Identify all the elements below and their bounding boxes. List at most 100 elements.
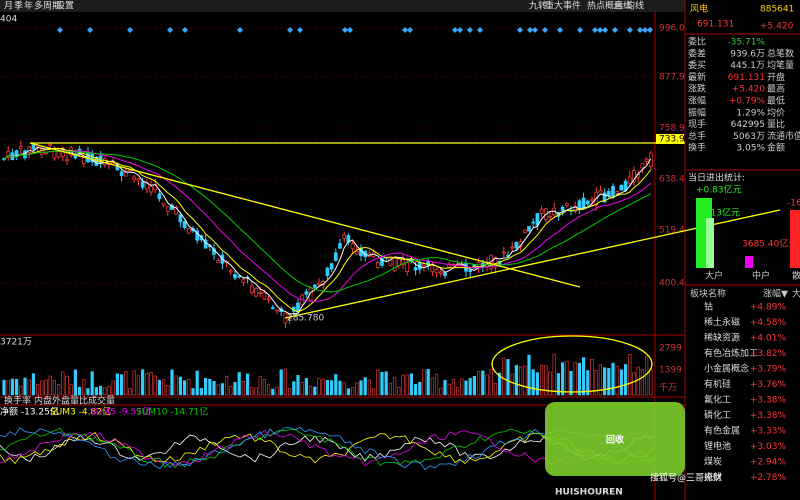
sector-name[interactable]: 稀缺资源	[704, 332, 740, 344]
indicator-tab[interactable]: 量比成交量	[70, 395, 115, 407]
trend-line	[29, 142, 581, 288]
toolbar-button[interactable]: 画线	[614, 0, 632, 12]
volume-bar	[481, 370, 485, 396]
volume-bar	[569, 371, 573, 396]
sector-name[interactable]: 有色金属	[704, 425, 740, 437]
plot	[0, 27, 685, 471]
toolbar-button[interactable]: 多周期	[34, 0, 61, 12]
sector-name[interactable]: 钴	[704, 301, 713, 313]
indicator-tab[interactable]: 内盘	[34, 395, 52, 407]
volume-bar	[27, 379, 31, 396]
sector-name[interactable]: 光伏	[704, 471, 722, 483]
candle-body	[317, 282, 321, 286]
volume-bar	[615, 366, 619, 396]
volume-bar	[523, 365, 527, 396]
sector-name[interactable]: 磷化工	[704, 409, 731, 421]
volume-bar	[254, 387, 258, 396]
toolbar-button[interactable]: 月	[4, 1, 13, 12]
candle-body	[354, 251, 359, 255]
candle-body	[493, 256, 498, 268]
quote-label: 振幅	[688, 106, 706, 118]
toolbar-button[interactable]: 九转	[529, 0, 547, 12]
candle-body	[140, 181, 145, 188]
candle-body	[241, 279, 246, 283]
volume-bar	[573, 362, 577, 396]
volume-bar	[111, 380, 115, 396]
toolbar-button[interactable]: 设置	[56, 1, 74, 12]
sector-change: +4.89%	[750, 303, 787, 313]
candle-body	[312, 284, 317, 288]
sector-name[interactable]: 锂电池	[704, 440, 731, 452]
volume-bar	[371, 388, 376, 396]
volume-bar	[460, 378, 464, 396]
flow-label: 3685.40亿元	[742, 238, 797, 250]
candle-body	[380, 258, 384, 266]
volume-bar	[73, 369, 77, 396]
event-marker	[407, 27, 413, 33]
quote-label: 量比	[767, 118, 785, 130]
indicator-tab[interactable]: 换手率	[4, 395, 31, 407]
candle-body	[585, 200, 590, 205]
volume-bar	[82, 379, 86, 396]
indicator-label: SUM3 -4.82亿	[50, 406, 111, 418]
toolbar-button[interactable]: 重大事件	[545, 0, 581, 12]
sector-name[interactable]: 有机硅	[704, 378, 731, 390]
flow-group: 大户	[705, 270, 723, 282]
toolbar-button[interactable]: 热点概念	[587, 0, 623, 12]
volume-bar	[418, 381, 422, 396]
sector-name[interactable]: 稀土永磁	[704, 316, 740, 328]
quote-label: 最新	[688, 71, 706, 83]
candle-body	[275, 309, 279, 312]
candle-body	[228, 270, 233, 273]
sector-change: +3.03%	[750, 442, 787, 452]
sector-name[interactable]: 小金属概念	[704, 363, 749, 375]
volume-bar	[204, 377, 208, 396]
quote-label: 委差	[688, 47, 706, 59]
candle-body	[102, 158, 107, 165]
toolbar-button[interactable]: 年	[24, 0, 33, 12]
sector-name[interactable]: 有色冶炼加工	[704, 347, 758, 359]
candle-body	[350, 243, 355, 250]
volume-bar	[359, 380, 363, 396]
volume-bar	[514, 365, 518, 396]
volume-axis-label: 1399	[659, 366, 682, 376]
candle-body	[468, 269, 473, 273]
sector-name[interactable]: 煤炭	[704, 456, 722, 468]
candle-body	[233, 274, 237, 279]
candle-body	[90, 153, 95, 163]
price-axis-label: 733.9	[659, 135, 685, 145]
flow-label: -16亿元	[787, 197, 800, 209]
watermark-site: HUISHOUREN	[555, 488, 623, 498]
quote-label: 流通市值	[767, 130, 800, 142]
volume-bar	[178, 376, 183, 396]
sector-header[interactable]: 涨幅▼	[763, 288, 788, 300]
volume-bar	[136, 375, 141, 396]
flow-group: 散	[792, 270, 800, 282]
event-marker	[57, 27, 63, 33]
moving-average	[3, 147, 652, 313]
volume-bar	[531, 369, 535, 396]
event-marker	[557, 27, 563, 33]
event-marker	[167, 27, 173, 33]
volume-bar	[590, 359, 594, 396]
volume-bar	[52, 379, 56, 396]
event-marker	[287, 27, 293, 33]
candle-body	[531, 221, 536, 224]
event-marker	[642, 27, 648, 33]
volume-bar	[325, 380, 330, 396]
indicator-tab[interactable]: 外盘	[52, 395, 70, 407]
volume-bar	[170, 369, 174, 396]
volume-bar	[162, 379, 166, 396]
toolbar-button[interactable]: 季	[14, 0, 23, 12]
sector-name[interactable]: 氟化工	[704, 394, 731, 406]
volume-bar	[187, 379, 191, 396]
sector-header[interactable]: 大	[792, 288, 800, 300]
toolbar-button[interactable]: 均线	[626, 0, 644, 12]
sector-header[interactable]: 板块名称	[690, 288, 726, 300]
flow-group: 中户	[752, 270, 770, 282]
volume-bar	[493, 383, 498, 396]
candle-body	[56, 151, 61, 158]
volume-axis-label: 千万	[659, 383, 677, 394]
volume-bar	[6, 380, 10, 396]
volume-bar	[233, 381, 237, 396]
